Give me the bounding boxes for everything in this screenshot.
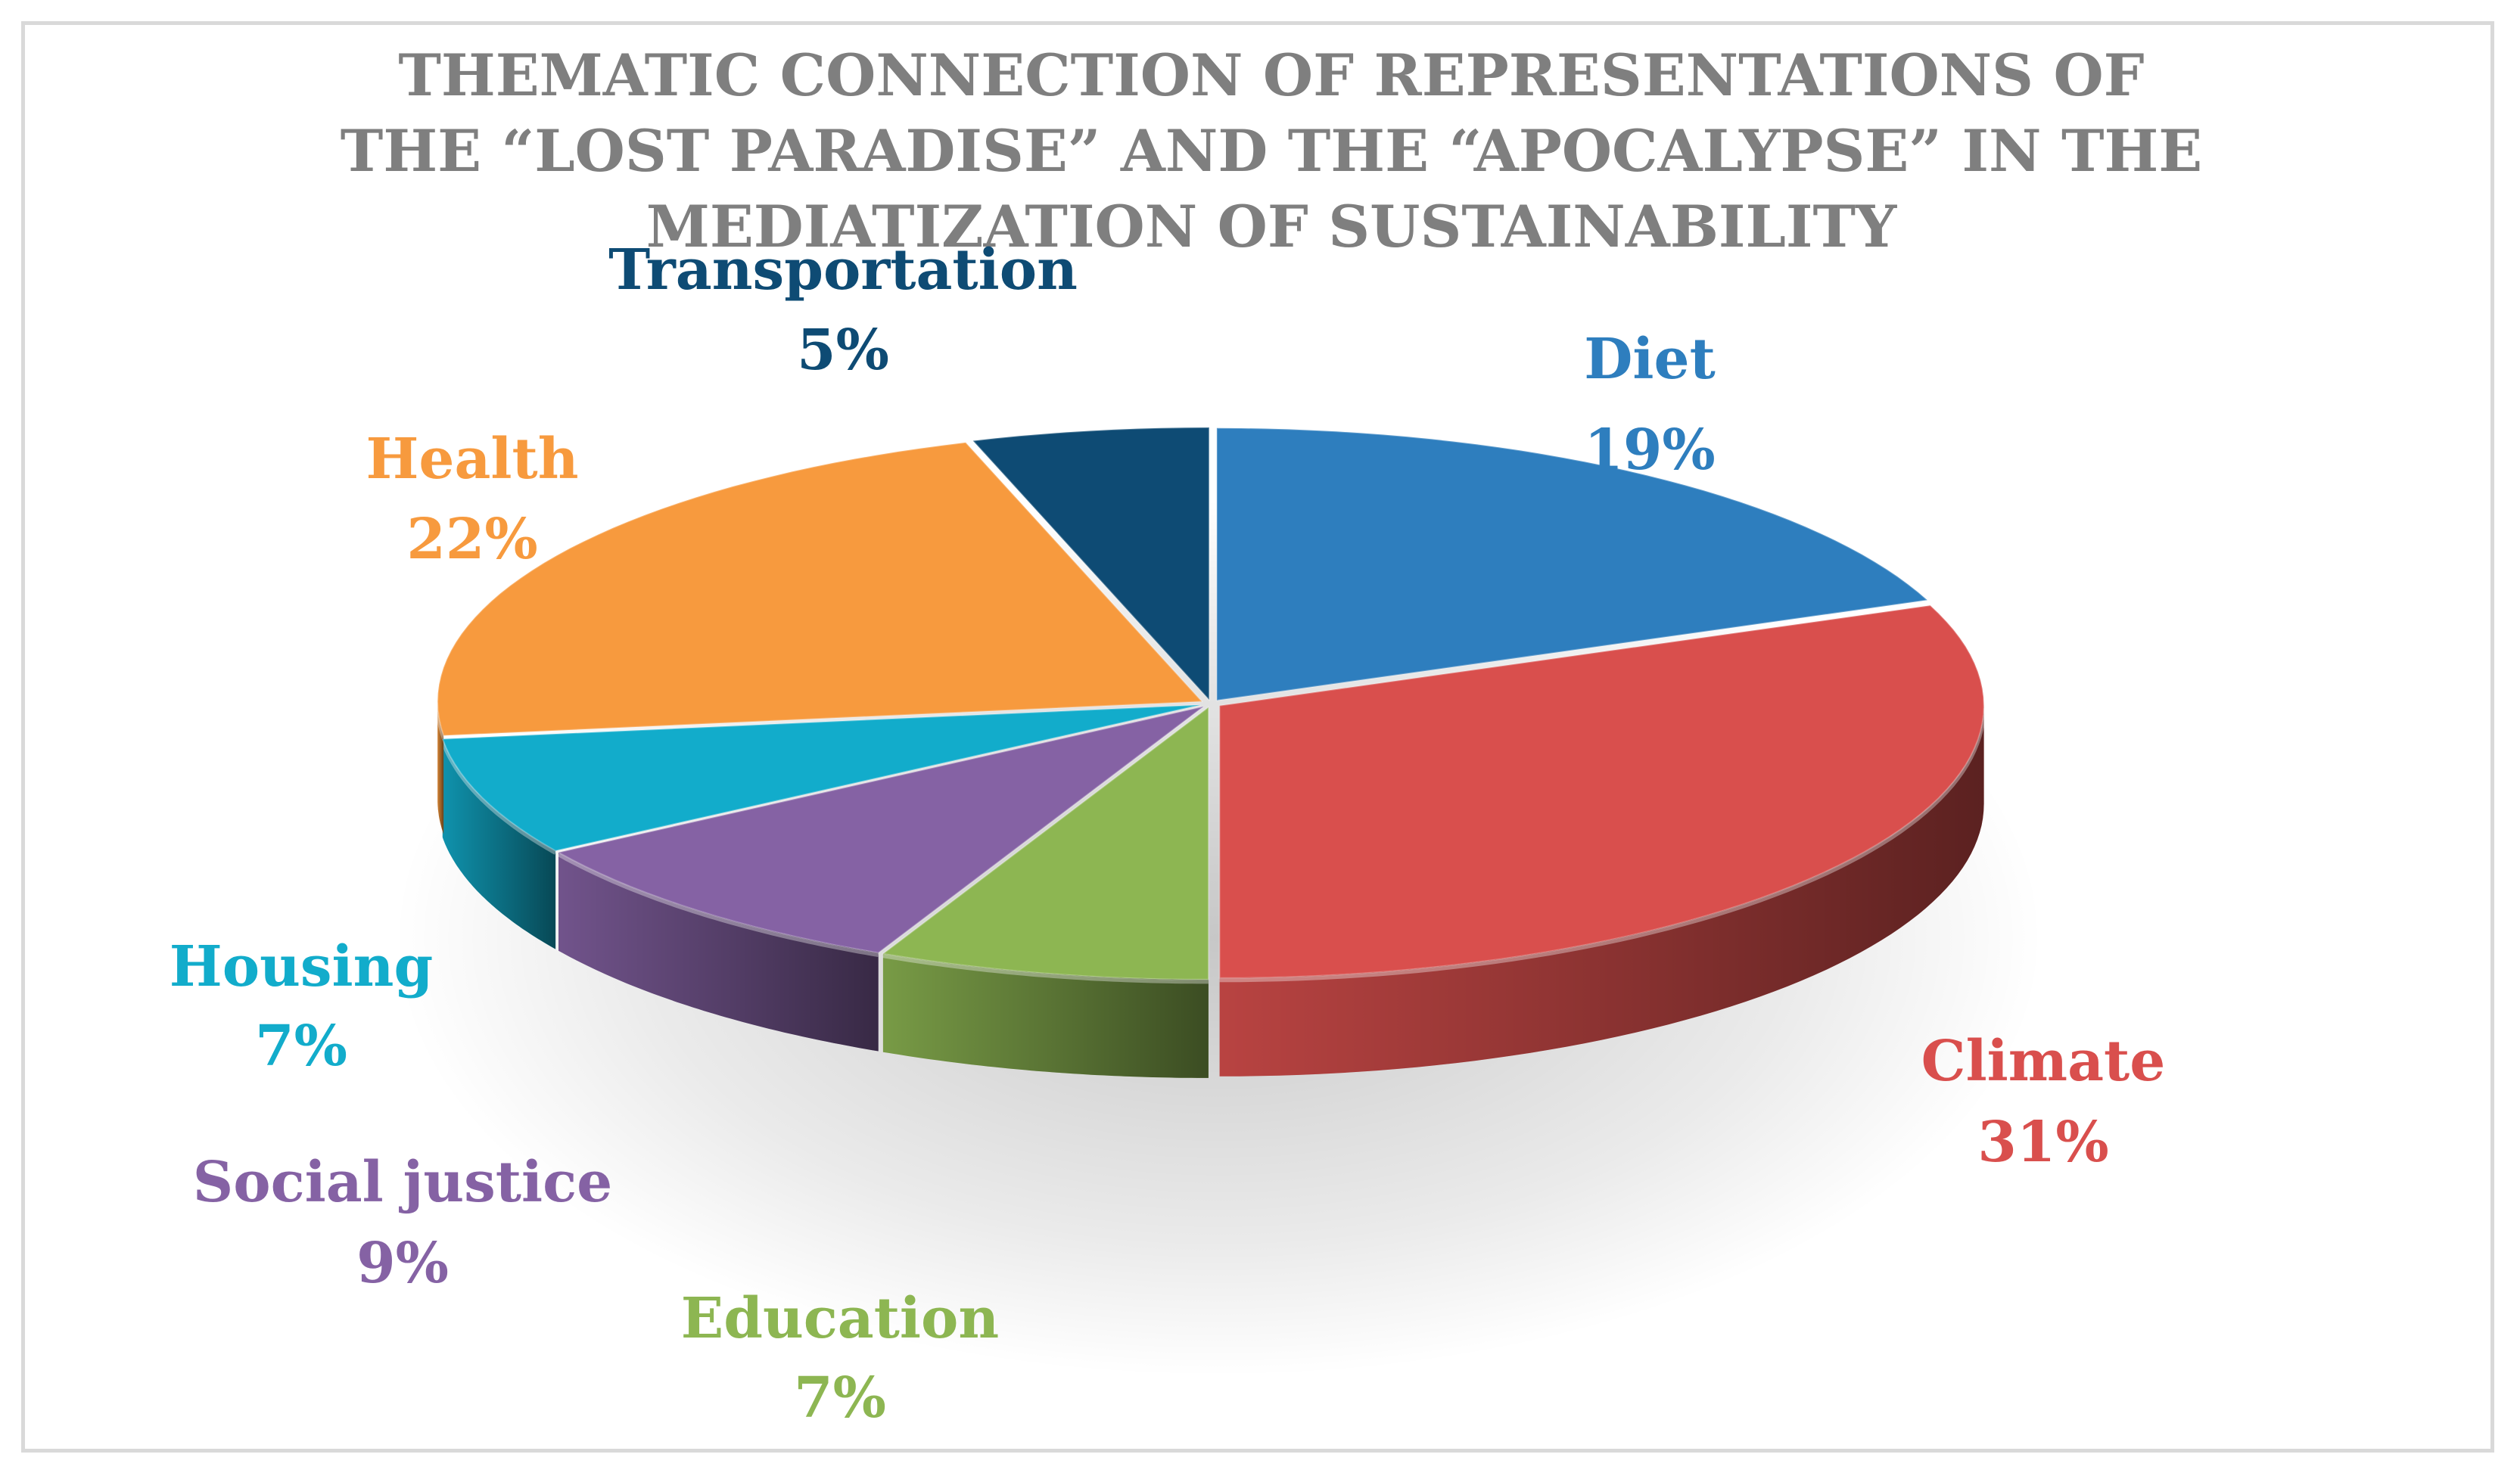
slice-side-shade-housing xyxy=(442,738,556,949)
pie-tops xyxy=(437,426,1985,980)
slice-side-shade-climate xyxy=(1219,705,1984,1077)
data-label-social-justice-category: Social justice xyxy=(193,1150,612,1215)
slice-side-shade-education xyxy=(882,953,1209,1078)
slice-rim-highlight-health xyxy=(435,704,446,739)
data-label-diet-category: Diet xyxy=(1584,327,1716,392)
chart-title: THEMATIC CONNECTION OF REPRESENTATIONS O… xyxy=(340,42,2203,260)
slice-side-shade-social-justice xyxy=(558,852,879,1052)
slice-rim-highlight-education xyxy=(882,954,1209,984)
slice-transportation xyxy=(971,426,1210,702)
pie-data-labels: Diet 19% Climate 31% Education 7% Social justi… xyxy=(170,238,2166,1431)
slice-housing xyxy=(441,704,1202,852)
data-label-climate-value: 31% xyxy=(1977,1110,2108,1175)
slice-health xyxy=(437,441,1204,737)
slice-climate xyxy=(1218,604,1985,979)
data-label-transportation-category: Transportation xyxy=(608,238,1078,303)
data-label-health-value: 22% xyxy=(406,507,537,572)
data-label-education-value: 7% xyxy=(794,1366,886,1431)
slice-diet xyxy=(1215,427,1930,701)
slice-education xyxy=(881,705,1209,980)
data-label-diet-value: 19% xyxy=(1584,418,1715,483)
slice-rim-highlight-climate xyxy=(1219,707,1986,983)
data-label-transportation-value: 5% xyxy=(797,318,889,383)
slice-rim-highlight-social-justice xyxy=(557,853,879,957)
data-label-social-justice-value: 9% xyxy=(356,1231,449,1296)
slice-social-justice xyxy=(556,705,1205,954)
slice-rim-highlight-housing xyxy=(440,740,557,855)
pie-sides xyxy=(435,701,1986,1078)
slice-side-shade-health xyxy=(437,701,444,834)
data-label-housing-category: Housing xyxy=(170,934,433,999)
data-label-climate-category: Climate xyxy=(1921,1029,2166,1094)
data-label-health-category: Health xyxy=(366,427,578,492)
data-label-education-category: Education xyxy=(681,1286,999,1351)
data-label-housing-value: 7% xyxy=(255,1014,347,1079)
